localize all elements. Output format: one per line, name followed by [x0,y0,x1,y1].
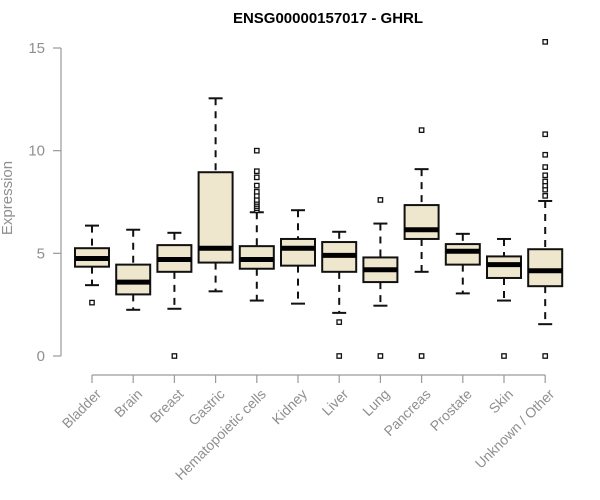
iqr-box-pancreas [403,204,440,240]
box-gastric [197,97,234,293]
outlier-hematopoietic-cells-8 [253,188,260,195]
box-bladder [74,224,110,306]
outlier-bladder-1 [89,299,95,306]
boxes-layer [74,38,564,359]
x-tick-label-prostate: Prostate [427,386,475,434]
iqr-box-skin [486,255,522,279]
outlier-lung-1 [377,197,384,203]
x-tick-label-liver: Liver [319,386,352,419]
outlier-unknown-other-9 [542,38,549,45]
x-tick-label-bladder: Bladder [59,386,105,432]
outlier-hematopoietic-cells-9 [253,182,260,189]
outlier-hematopoietic-cells-11 [253,168,260,175]
axes-layer: 0 5 10 15 [28,40,546,383]
chart-title: ENSG00000157017 - GHRL [233,10,423,27]
y-tick-label: 15 [28,40,45,57]
iqr-box-kidney [280,237,316,267]
iqr-box-brain [115,263,152,296]
outlier-skin-1 [501,353,507,359]
iqr-box-unknown-other [527,248,564,288]
outlier-unknown-other-6 [542,164,549,170]
outlier-unknown-other-4 [542,178,549,185]
x-tick-label-brain: Brain [111,386,145,420]
outlier-unknown-other-7 [542,151,549,158]
box-pancreas [403,127,440,359]
outlier-unknown-other-10 [542,353,549,359]
x-tick-label-skin: Skin [486,386,517,417]
y-tick-label: 0 [37,348,45,365]
outlier-breast-1 [171,353,178,359]
box-hematopoietic-cells [238,147,275,302]
box-breast [156,231,193,359]
outlier-liver-2 [336,353,343,359]
x-tick-label-breast: Breast [147,386,187,426]
outlier-pancreas-1 [418,127,425,133]
outlier-unknown-other-1 [542,192,549,199]
x-tick-label-lung: Lung [359,386,392,419]
outlier-unknown-other-8 [542,131,549,138]
box-kidney [280,209,316,305]
box-unknown-other [527,38,564,359]
x-tick-label-kidney: Kidney [269,386,311,428]
outlier-unknown-other-5 [542,172,549,179]
outlier-lung-2 [377,353,384,359]
box-lung [362,197,399,359]
outlier-hematopoietic-cells-10 [253,174,260,181]
y-tick-label: 10 [28,143,45,160]
y-tick-label: 5 [37,245,45,262]
box-liver [321,230,358,359]
outlier-pancreas-2 [418,353,425,359]
y-axis-label: Expression [0,161,16,235]
box-prostate [444,232,481,295]
iqr-box-prostate [444,243,481,266]
box-skin [486,237,522,359]
box-brain [115,228,152,311]
outlier-liver-1 [336,319,343,325]
outlier-hematopoietic-cells-12 [253,147,260,154]
